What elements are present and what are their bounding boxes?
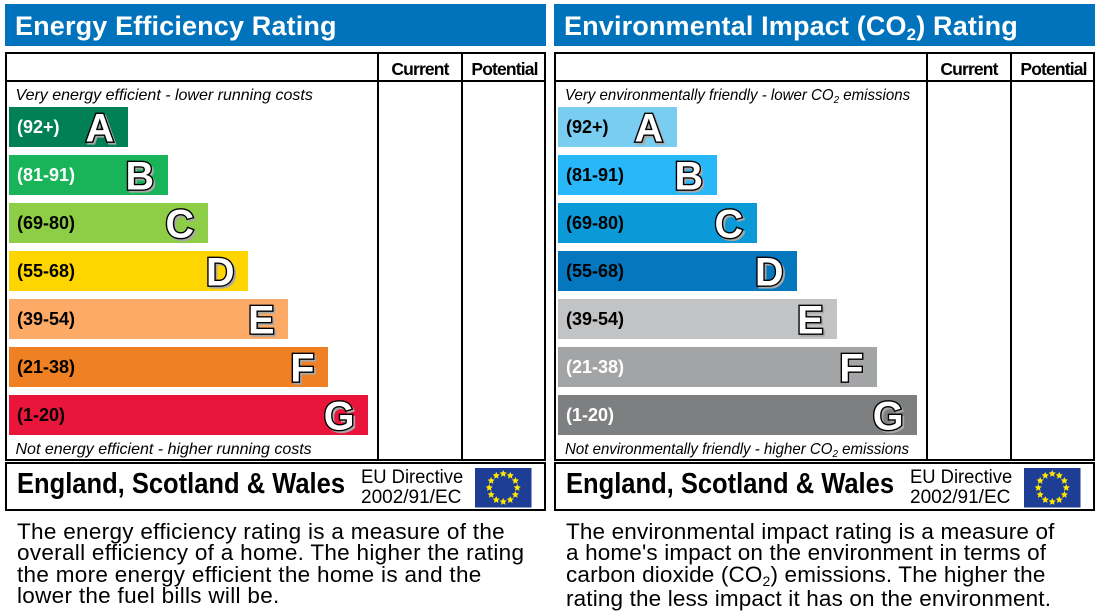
svg-text:D: D: [205, 251, 234, 291]
svg-text:A: A: [634, 107, 663, 147]
svg-text:C: C: [716, 204, 745, 243]
svg-text:G: G: [872, 395, 903, 435]
svg-text:E: E: [797, 299, 823, 339]
svg-text:A: A: [87, 108, 116, 147]
svg-text:B: B: [674, 155, 703, 195]
svg-text:B: B: [125, 155, 154, 195]
svg-text:A: A: [636, 108, 665, 147]
svg-text:E: E: [799, 300, 825, 339]
svg-text:C: C: [714, 203, 743, 243]
svg-text:F: F: [841, 348, 865, 387]
svg-text:E: E: [250, 300, 276, 339]
svg-text:D: D: [754, 251, 783, 291]
svg-text:B: B: [676, 156, 705, 195]
svg-text:E: E: [248, 299, 274, 339]
svg-text:G: G: [874, 396, 905, 435]
svg-text:F: F: [839, 347, 863, 387]
svg-text:C: C: [167, 204, 196, 243]
svg-text:D: D: [756, 252, 785, 291]
svg-text:G: G: [325, 396, 356, 435]
svg-text:G: G: [323, 395, 354, 435]
svg-text:F: F: [292, 348, 316, 387]
svg-text:A: A: [85, 107, 114, 147]
svg-text:B: B: [127, 156, 156, 195]
svg-text:F: F: [290, 347, 314, 387]
svg-text:D: D: [207, 252, 236, 291]
svg-text:C: C: [165, 203, 194, 243]
